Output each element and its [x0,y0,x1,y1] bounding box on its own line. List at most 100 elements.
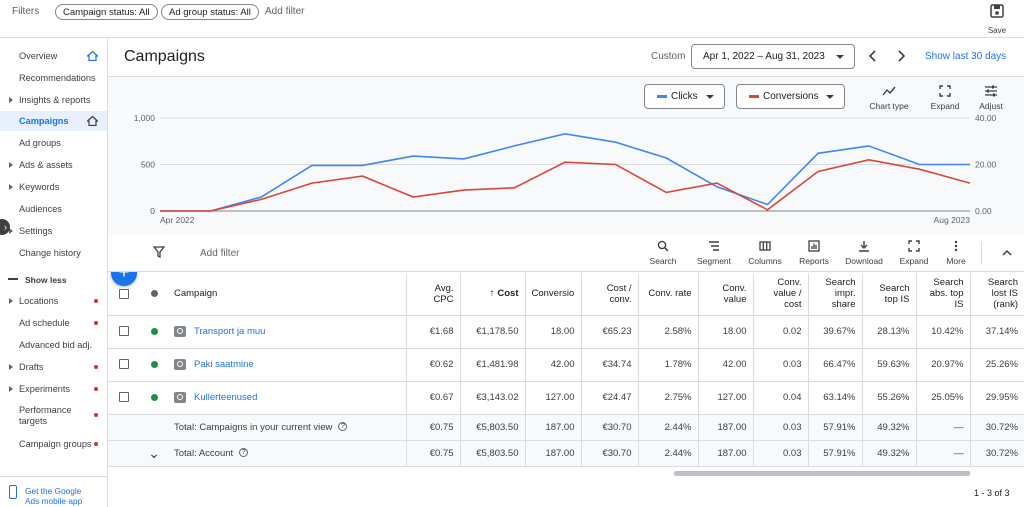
col-header-conv-rate[interactable]: Conv. rate [637,273,698,316]
enabled-status-dot[interactable] [150,393,158,401]
campaign-link[interactable]: Paki saatmine [194,359,254,370]
sidebar-item-settings[interactable]: Settings [0,221,107,241]
date-range-picker[interactable]: Apr 1, 2022 – Aug 31, 2023 [691,44,855,69]
sidebar: Overview Recommendations Insights & repo… [0,38,108,507]
metric-conversions-dropdown[interactable]: Conversions [736,84,845,109]
table-cell: 39.67% [807,315,862,349]
total-cell: — [915,414,970,441]
col-header-search-top-is[interactable]: Search top IS [861,273,916,316]
alert-dot [94,442,98,446]
segment-button[interactable]: Segment [692,240,736,266]
sidebar-item-label: Locations [19,296,59,306]
col-header-search-lost-is[interactable]: Search lost IS (rank) [969,273,1024,316]
show-less-toggle[interactable]: Show less [25,275,67,285]
sidebar-item-drafts[interactable]: Drafts [0,357,107,377]
reports-button[interactable]: Reports [794,240,834,266]
campaign-link[interactable]: Kullerteenused [194,392,258,403]
chevron-up-icon[interactable] [1001,247,1013,259]
table-toolbar: Add filter Search Segment Columns Report… [108,234,1024,272]
collapse-sidebar-button[interactable]: › [0,219,10,235]
sidebar-item-insights[interactable]: Insights & reports [0,90,107,110]
enabled-status-dot[interactable] [150,360,158,368]
row-checkbox[interactable] [119,392,129,403]
col-header-avg-cpc[interactable]: Avg. CPC [405,273,460,316]
sidebar-item-experiments[interactable]: Experiments [0,379,107,399]
campaign-link[interactable]: Transport ja muu [194,326,266,337]
total-spacer [108,414,140,441]
chart-type-button[interactable]: Chart type [866,85,912,111]
segment-icon [709,241,719,251]
sort-arrow-icon: ↑ [489,288,495,300]
save-button[interactable]: Save [984,4,1010,35]
total-cell: 187.00 [697,440,753,467]
sidebar-item-ads-assets[interactable]: Ads & assets [0,155,107,175]
sidebar-item-ad-schedule[interactable]: Ad schedule [0,313,107,333]
show-last-30-days-link[interactable]: Show last 30 days [925,51,1007,62]
horizontal-scrollbar[interactable] [674,471,970,476]
sidebar-item-recommendations[interactable]: Recommendations [0,68,107,88]
status-header-dot [150,290,158,298]
sidebar-item-campaigns[interactable]: Campaigns [0,111,107,131]
mobile-app-link[interactable]: Get the Google Ads mobile app [25,486,83,506]
table-cell: 127.00 [524,381,581,415]
filter-icon[interactable] [153,246,165,258]
expand-label: Expand [930,101,960,111]
sidebar-item-ad-groups[interactable]: Ad groups [0,133,107,153]
sidebar-item-label: Drafts [19,362,44,372]
col-header-conv-value-cost[interactable]: Conv. value / cost [752,273,808,316]
total-cell: 0.03 [752,414,808,441]
next-period-icon[interactable] [894,49,908,63]
total-cell: €5,803.50 [459,440,525,467]
row-status-cell [140,348,168,382]
col-header-conversions[interactable]: Conversio [524,273,581,316]
total-label-cell: Total: Account? [168,440,406,467]
help-icon[interactable]: ? [338,422,348,432]
sidebar-item-change-history[interactable]: Change history [0,243,107,263]
total-cell: 57.91% [807,414,862,441]
prev-period-icon[interactable] [866,49,880,63]
row-checkbox[interactable] [119,326,129,337]
campaign-name-cell: Kullerteenused [168,381,406,415]
col-header-conv-value[interactable]: Conv. value [697,273,753,316]
home-icon [87,51,98,61]
table-cell: 18.00 [524,315,581,349]
select-all-checkbox[interactable] [119,288,129,299]
save-icon [990,4,1004,18]
chevron-down-icon[interactable]: ⌄ [148,444,160,461]
sidebar-item-performance-targets[interactable]: Performance targets [0,401,107,429]
row-checkbox[interactable] [119,359,129,370]
columns-label: Columns [748,256,782,266]
sidebar-item-overview[interactable]: Overview [0,46,107,66]
col-header-search-abs-top-is[interactable]: Search abs. top IS [915,273,970,316]
metric-clicks-dropdown[interactable]: Clicks [644,84,725,109]
col-header-cost[interactable]: ↑ Cost [459,273,525,316]
search-button[interactable]: Search [643,240,683,266]
col-header-search-impr-share[interactable]: Search impr. share [807,273,862,316]
table-expand-button[interactable]: Expand [896,240,932,266]
table-row[interactable]: Transport ja muu €1.68 €1,178.50 18.00 €65.2… [108,315,1024,349]
campaign-status-chip[interactable]: Campaign status: All [55,4,158,20]
col-header-cost-per-conv[interactable]: Cost / conv. [580,273,638,316]
table-row[interactable]: Kullerteenused €0.67 €3,143.02 127.00 €24.47… [108,381,1024,415]
add-filter-link[interactable]: Add filter [265,6,305,17]
chart-adjust-button[interactable]: Adjust [974,85,1008,111]
add-filter-link[interactable]: Add filter [200,248,240,259]
sidebar-item-campaign-groups[interactable]: Campaign groups [0,434,107,454]
col-header-campaign[interactable]: Campaign [168,273,406,316]
help-icon[interactable]: ? [239,448,249,458]
table-row[interactable]: Paki saatmine €0.62 €1,481.98 42.00 €34.74 1.… [108,348,1024,382]
sidebar-item-advanced-bid[interactable]: Advanced bid adj. [0,335,107,355]
download-button[interactable]: Download [842,240,886,266]
columns-button[interactable]: Columns [744,240,786,266]
sidebar-item-locations[interactable]: Locations [0,291,107,311]
more-button[interactable]: More [940,240,972,266]
reports-label: Reports [799,256,829,266]
sidebar-item-label: Keywords [19,182,60,192]
ad-group-status-chip[interactable]: Ad group status: All [161,4,259,20]
chart-expand-button[interactable]: Expand [926,85,964,111]
sidebar-item-audiences[interactable]: Audiences [0,199,107,219]
enabled-status-dot[interactable] [150,327,158,335]
mobile-app-promo[interactable]: Get the Google Ads mobile app [0,476,107,507]
expand-arrow-icon [9,97,13,103]
sidebar-item-keywords[interactable]: Keywords [0,177,107,197]
